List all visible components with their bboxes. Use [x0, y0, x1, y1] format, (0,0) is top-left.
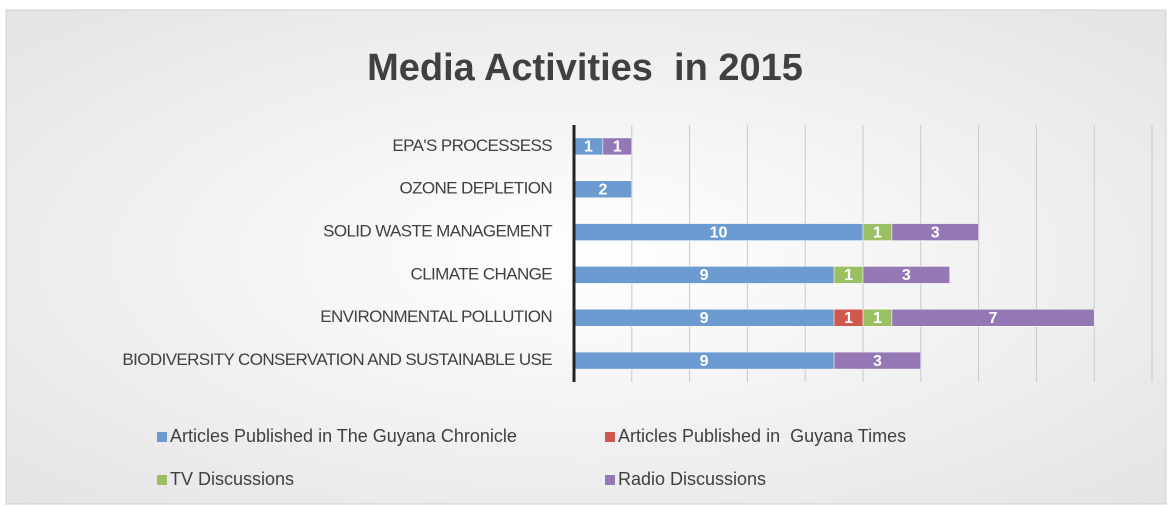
legend-swatch — [605, 432, 615, 442]
legend-label: Articles Published in The Guyana Chronic… — [170, 426, 517, 446]
legend-swatch — [157, 432, 167, 442]
data-label: 10 — [710, 224, 728, 241]
chart-title: Media Activities in 2015 — [367, 47, 803, 89]
y-tick-label: SOLID WASTE MANAGEMENT — [323, 222, 552, 241]
legend-swatch — [157, 475, 167, 485]
legend-label: TV Discussions — [170, 469, 294, 489]
chart-background — [5, 9, 1167, 505]
legend-swatch — [605, 475, 615, 485]
data-label: 9 — [700, 353, 709, 370]
y-tick-label: BIODIVERSITY CONSERVATION AND SUSTAINABL… — [122, 350, 552, 369]
y-tick-label: OZONE DEPLETION — [399, 179, 552, 198]
legend-label: Articles Published in Guyana Times — [618, 426, 906, 446]
bar-segment — [602, 137, 633, 156]
bar-segment — [891, 223, 979, 241]
data-label: 1 — [873, 224, 882, 241]
y-tick-label: CLIMATE CHANGE — [411, 264, 553, 283]
data-label: 9 — [700, 310, 709, 327]
bar-segment — [862, 266, 950, 284]
y-tick-label: ENVIRONMENTAL POLLUTION — [320, 307, 552, 326]
data-label: 1 — [873, 310, 882, 327]
bar-segment — [891, 309, 1095, 327]
data-label: 2 — [598, 181, 607, 198]
data-label: 9 — [700, 267, 709, 284]
data-label: 1 — [844, 267, 853, 284]
legend-label: Radio Discussions — [618, 469, 766, 489]
data-label: 3 — [902, 267, 911, 284]
data-label: 3 — [931, 224, 940, 241]
y-tick-label: EPA'S PROCESSESS — [392, 136, 552, 155]
bar-segment — [833, 351, 922, 370]
data-label: 1 — [584, 139, 593, 156]
data-label: 1 — [613, 139, 622, 156]
data-label: 1 — [844, 310, 853, 327]
data-label: 7 — [989, 310, 998, 327]
data-label: 3 — [873, 353, 882, 370]
